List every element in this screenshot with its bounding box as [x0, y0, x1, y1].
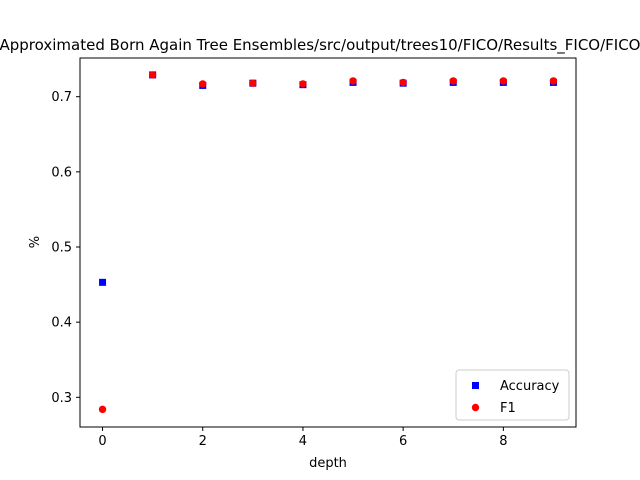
- y-tick-label: 0.6: [51, 165, 72, 180]
- f1-point: [148, 71, 157, 79]
- plot-frame: [79, 57, 577, 428]
- f1-point: [399, 78, 407, 87]
- legend-f1-label: F1: [500, 401, 516, 416]
- y-tick-label: 0.5: [51, 241, 72, 256]
- y-tick-label: 0.7: [51, 90, 72, 105]
- y-tick-label: 0.3: [51, 391, 72, 406]
- y-axis-label: %: [28, 236, 43, 248]
- x-tick-label: 2: [199, 434, 207, 449]
- legend-f1-marker: [471, 403, 480, 412]
- legend-accuracy-marker: [472, 382, 479, 389]
- data-points: [98, 71, 558, 414]
- f1-point: [98, 405, 107, 414]
- f1-point: [349, 77, 357, 85]
- accuracy-point: [99, 278, 107, 286]
- x-tick-label: 8: [499, 434, 507, 449]
- legend: Accuracy F1: [455, 369, 570, 421]
- f1-point: [449, 77, 457, 85]
- legend-box: [455, 369, 570, 421]
- f1-point: [499, 77, 508, 85]
- y-tick-label: 0.4: [51, 316, 72, 331]
- x-axis-ticks: 0 2 4 6 8: [98, 427, 507, 449]
- y-axis-ticks: 0.3 0.4 0.5 0.6 0.7: [51, 90, 80, 406]
- x-tick-label: 6: [399, 434, 407, 449]
- x-tick-label: 4: [299, 434, 307, 449]
- f1-point: [299, 80, 307, 88]
- f1-point: [249, 79, 257, 87]
- f1-point: [199, 80, 207, 88]
- x-tick-label: 0: [98, 434, 106, 449]
- chart-title: Approximated Born Again Tree Ensembles/s…: [0, 36, 640, 55]
- legend-accuracy-label: Accuracy: [500, 379, 560, 394]
- x-axis-label: depth: [309, 456, 347, 471]
- f1-point: [549, 77, 558, 85]
